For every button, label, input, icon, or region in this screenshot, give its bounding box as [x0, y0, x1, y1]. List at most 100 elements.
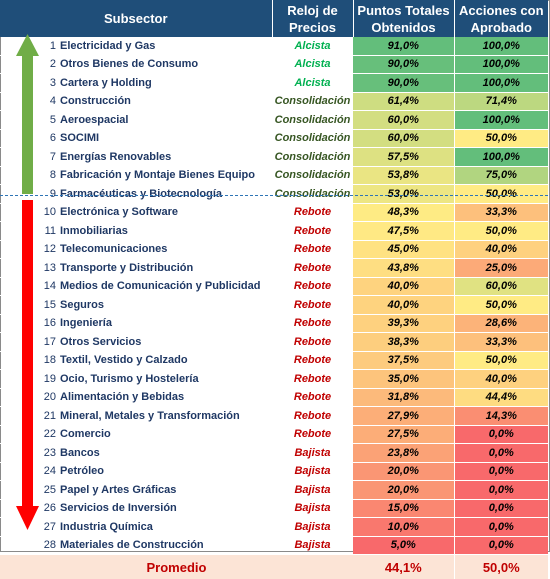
reloj-status: Rebote	[272, 351, 353, 370]
acciones-cell: 0,0%	[454, 499, 548, 518]
average-row: Promedio 44,1% 50,0%	[0, 555, 548, 579]
puntos-cell: 45,0%	[353, 240, 454, 259]
acciones-cell: 50,0%	[454, 296, 548, 315]
puntos-cell: 27,5%	[353, 425, 454, 444]
reloj-status: Rebote	[272, 222, 353, 241]
subsector-name: Aeroespacial	[60, 111, 272, 130]
row-index: 26	[0, 499, 60, 518]
row-index: 17	[0, 333, 60, 352]
subsector-name: Ingeniería	[60, 314, 272, 333]
puntos-cell: 53,0%	[353, 185, 454, 204]
reloj-status: Bajista	[272, 444, 353, 463]
row-index: 15	[0, 296, 60, 315]
puntos-cell: 47,5%	[353, 222, 454, 241]
reloj-status: Rebote	[272, 277, 353, 296]
header-reloj: Reloj de Precios	[272, 0, 353, 37]
acciones-cell: 100,0%	[454, 74, 548, 93]
subsector-name: Industria Química	[60, 518, 272, 537]
subsector-name: Servicios de Inversión	[60, 499, 272, 518]
puntos-cell: 35,0%	[353, 370, 454, 389]
acciones-cell: 0,0%	[454, 425, 548, 444]
puntos-cell: 43,8%	[353, 259, 454, 278]
separator-dashed-line	[0, 195, 548, 196]
row-index: 3	[0, 74, 60, 93]
average-acciones: 50,0%	[454, 555, 548, 579]
reloj-status: Rebote	[272, 370, 353, 389]
puntos-cell: 15,0%	[353, 499, 454, 518]
reloj-status: Rebote	[272, 240, 353, 259]
row-index: 11	[0, 222, 60, 241]
row-index: 2	[0, 55, 60, 74]
puntos-cell: 57,5%	[353, 148, 454, 167]
reloj-status: Rebote	[272, 407, 353, 426]
acciones-cell: 50,0%	[454, 185, 548, 204]
reloj-status: Consolidación	[272, 92, 353, 111]
reloj-status: Consolidación	[272, 166, 353, 185]
puntos-cell: 53,8%	[353, 166, 454, 185]
puntos-cell: 61,4%	[353, 92, 454, 111]
puntos-cell: 37,5%	[353, 351, 454, 370]
reloj-status: Rebote	[272, 314, 353, 333]
row-index: 25	[0, 481, 60, 500]
row-index: 10	[0, 203, 60, 222]
acciones-cell: 75,0%	[454, 166, 548, 185]
row-index: 13	[0, 259, 60, 278]
acciones-cell: 44,4%	[454, 388, 548, 407]
row-index: 23	[0, 444, 60, 463]
header-puntos-label: Puntos Totales Obtenidos	[357, 3, 449, 35]
row-index: 12	[0, 240, 60, 259]
puntos-cell: 27,9%	[353, 407, 454, 426]
subsector-name: SOCIMI	[60, 129, 272, 148]
subsector-name: Electrónica y Software	[60, 203, 272, 222]
puntos-cell: 90,0%	[353, 74, 454, 93]
subsector-name: Papel y Artes Gráficas	[60, 481, 272, 500]
subsector-name: Otros Bienes de Consumo	[60, 55, 272, 74]
subsector-name: Ocio, Turismo y Hostelería	[60, 370, 272, 389]
puntos-cell: 38,3%	[353, 333, 454, 352]
row-index: 19	[0, 370, 60, 389]
subsector-name: Telecomunicaciones	[60, 240, 272, 259]
puntos-cell: 60,0%	[353, 129, 454, 148]
header-puntos: Puntos Totales Obtenidos	[353, 0, 454, 37]
average-puntos: 44,1%	[353, 555, 454, 579]
acciones-cell: 40,0%	[454, 370, 548, 389]
reloj-status: Consolidación	[272, 129, 353, 148]
subsector-name: Otros Servicios	[60, 333, 272, 352]
reloj-status: Bajista	[272, 462, 353, 481]
acciones-cell: 50,0%	[454, 222, 548, 241]
reloj-status: Consolidación	[272, 111, 353, 130]
acciones-cell: 0,0%	[454, 444, 548, 463]
row-index: 24	[0, 462, 60, 481]
row-index: 9	[0, 185, 60, 204]
acciones-cell: 0,0%	[454, 518, 548, 537]
row-index: 1	[0, 37, 60, 55]
puntos-cell: 31,8%	[353, 388, 454, 407]
acciones-cell: 14,3%	[454, 407, 548, 426]
reloj-status: Bajista	[272, 518, 353, 537]
row-index: 20	[0, 388, 60, 407]
reloj-status: Alcista	[272, 37, 353, 55]
subsector-name: Mineral, Metales y Transformación	[60, 407, 272, 426]
row-index: 8	[0, 166, 60, 185]
acciones-cell: 0,0%	[454, 481, 548, 500]
row-index: 18	[0, 351, 60, 370]
subsector-name: Comercio	[60, 425, 272, 444]
reloj-status: Alcista	[272, 55, 353, 74]
